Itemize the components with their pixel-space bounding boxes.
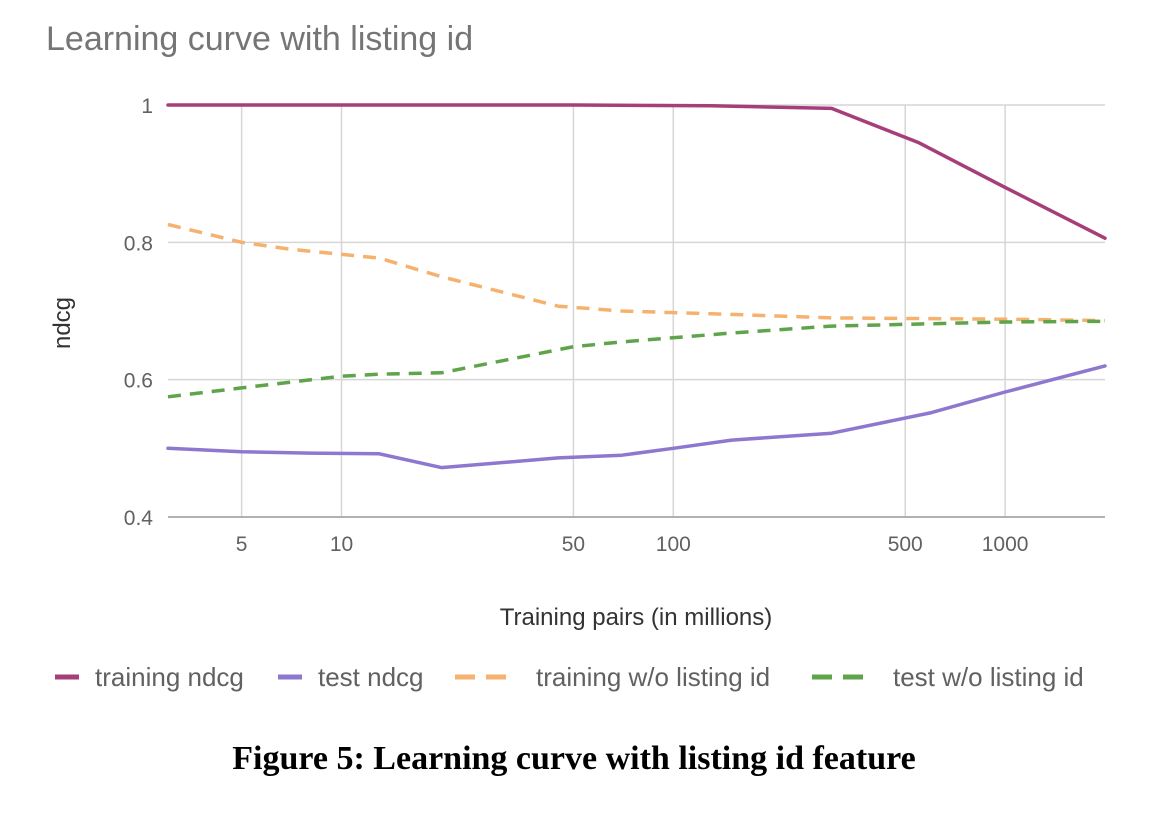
axis-ticks: 0.4 0.6 0.8 1 5 10 50 100 500 1000: [124, 95, 1029, 556]
chart-title: Learning curve with listing id: [46, 20, 474, 58]
legend-label-training-ndcg: training ndcg: [95, 662, 244, 692]
legend: training ndcg test ndcg training w/o listi…: [55, 662, 1084, 692]
series-line-training-w-o-listing-id: [167, 222, 1106, 323]
x-tick-label: 100: [656, 533, 691, 556]
legend-label-training-w-o-listing-id: training w/o listing id: [536, 662, 770, 692]
series-line-training-ndcg: [166, 103, 1107, 240]
y-tick-label: 0.6: [124, 370, 153, 393]
grid-lines: [168, 104, 1105, 518]
y-tick-label: 0.8: [124, 232, 153, 255]
legend-label-test-w-o-listing-id: test w/o listing id: [893, 662, 1084, 692]
series-line-test-ndcg: [166, 364, 1107, 470]
series-lines: [166, 103, 1107, 470]
x-tick-label: 5: [236, 533, 248, 556]
line-chart: 0.4 0.6 0.8 1 5 10 50 100 500 1000 ndcg Training …: [49, 95, 1107, 692]
y-tick-label: 1: [141, 95, 153, 118]
y-axis-label: ndcg: [49, 297, 76, 349]
figure-caption: Figure 5: Learning curve with listing id…: [232, 740, 916, 777]
x-axis-label: Training pairs (in millions): [500, 604, 773, 631]
x-tick-label: 10: [330, 533, 353, 556]
x-tick-label: 500: [888, 533, 923, 556]
series-line-test-w-o-listing-id: [167, 319, 1106, 399]
y-tick-label: 0.4: [124, 507, 154, 530]
x-tick-label: 50: [562, 533, 585, 556]
legend-label-test-ndcg: test ndcg: [318, 662, 424, 692]
x-tick-label: 1000: [982, 533, 1029, 556]
